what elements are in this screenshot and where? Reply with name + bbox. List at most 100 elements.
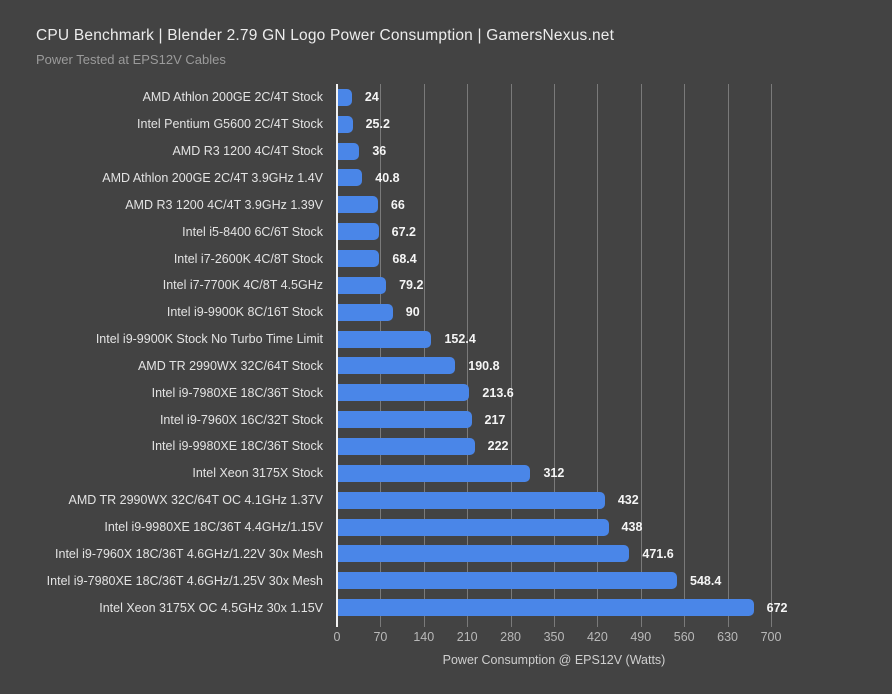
bar-row: Intel i9-9980XE 18C/36T Stock 222 (0, 433, 892, 460)
tick-mark (640, 621, 642, 627)
tick-label: 70 (373, 630, 388, 644)
value-label: 67.2 (391, 224, 416, 239)
gridline (467, 84, 469, 621)
category-label: Intel i7-2600K 4C/8T Stock (173, 251, 323, 266)
tick-mark (597, 621, 599, 627)
gridline (510, 84, 512, 621)
bar-row: Intel Xeon 3175X OC 4.5GHz 30x 1.15V 672 (0, 594, 892, 621)
tick-label: 140 (413, 630, 435, 644)
value-label: 432 (617, 493, 639, 508)
tick-mark (510, 621, 512, 627)
tick-label: 700 (760, 630, 782, 644)
value-label: 222 (487, 439, 509, 454)
category-label: AMD R3 1200 4C/4T Stock (172, 144, 323, 159)
category-label: Intel i9-7960X 16C/32T Stock (159, 412, 323, 427)
value-label: 66 (390, 197, 405, 212)
bar-row: Intel Pentium G5600 2C/4T Stock 25.2 (0, 111, 892, 138)
bar-row: AMD Athlon 200GE 2C/4T 3.9GHz 1.4V 40.8 (0, 165, 892, 192)
value-label: 471.6 (642, 546, 674, 561)
bar (337, 250, 380, 268)
bar (337, 169, 363, 187)
tick-label: 280 (500, 630, 522, 644)
bar-row: Intel i9-9900K 8C/16T Stock 90 (0, 299, 892, 326)
bar (337, 491, 605, 509)
zero-axis-line (336, 84, 338, 621)
value-label: 190.8 (468, 358, 500, 373)
bar-row: Intel i9-7980XE 18C/36T 4.6GHz/1.25V 30x… (0, 567, 892, 594)
gridline (640, 84, 642, 621)
tick-mark (423, 621, 425, 627)
category-label: Intel i9-7980XE 18C/36T 4.6GHz/1.25V 30x… (46, 573, 323, 588)
bar (337, 142, 360, 160)
value-label: 90 (405, 305, 420, 320)
bar (337, 223, 379, 241)
bar-row: Intel i9-7960X 16C/32T Stock 217 (0, 406, 892, 433)
tick-label: 0 (333, 630, 341, 644)
tick-mark (380, 621, 382, 627)
bar (337, 464, 531, 482)
value-label: 548.4 (690, 573, 722, 588)
category-label: Intel Pentium G5600 2C/4T Stock (137, 117, 323, 132)
value-label: 152.4 (444, 332, 476, 347)
bar (337, 437, 475, 455)
gridline (771, 84, 772, 621)
bar (337, 572, 677, 590)
bar (337, 115, 353, 133)
chart-title: CPU Benchmark | Blender 2.79 GN Logo Pow… (36, 27, 615, 44)
tick-mark (467, 621, 469, 627)
bar-row: Intel i7-7700K 4C/8T 4.5GHz 79.2 (0, 272, 892, 299)
bar (337, 276, 387, 294)
value-label: 438 (621, 520, 643, 535)
bar-row: Intel i5-8400 6C/6T Stock 67.2 (0, 218, 892, 245)
tick-label: 490 (630, 630, 652, 644)
category-label: AMD Athlon 200GE 2C/4T 3.9GHz 1.4V (102, 170, 323, 185)
gridline (423, 84, 425, 621)
tick-mark (771, 621, 772, 627)
tick-mark (554, 621, 555, 627)
value-label: 213.6 (482, 385, 514, 400)
category-label: Intel i7-7700K 4C/8T 4.5GHz (162, 278, 323, 293)
bar-row: Intel i7-2600K 4C/8T Stock 68.4 (0, 245, 892, 272)
value-label: 672 (766, 600, 788, 615)
bar-row: AMD R3 1200 4C/4T Stock 36 (0, 138, 892, 165)
tick-label: 210 (456, 630, 478, 644)
value-label: 36 (372, 144, 387, 159)
bar-row: Intel i9-7960X 18C/36T 4.6GHz/1.22V 30x … (0, 540, 892, 567)
bar (337, 196, 378, 214)
category-label: AMD Athlon 200GE 2C/4T Stock (142, 90, 323, 105)
bar-row: Intel i9-9900K Stock No Turbo Time Limit… (0, 326, 892, 353)
x-axis-title: Power Consumption @ EPS12V (Watts) (442, 653, 666, 667)
category-label: Intel i9-7960X 18C/36T 4.6GHz/1.22V 30x … (55, 546, 323, 561)
gridline (554, 84, 555, 621)
value-label: 79.2 (399, 278, 424, 293)
tick-mark (684, 621, 686, 627)
gridline (727, 84, 729, 621)
category-label: Intel Xeon 3175X OC 4.5GHz 30x 1.15V (99, 600, 323, 615)
category-label: Intel i5-8400 6C/6T Stock (182, 224, 323, 239)
category-label: Intel i9-9980XE 18C/36T 4.4GHz/1.15V (104, 520, 323, 535)
tick-label: 630 (717, 630, 739, 644)
tick-mark (727, 621, 729, 627)
bar (337, 330, 432, 348)
tick-mark (336, 621, 338, 627)
bar (337, 357, 456, 375)
category-label: Intel i9-9900K Stock No Turbo Time Limit (95, 332, 323, 347)
category-label: AMD TR 2990WX 32C/64T OC 4.1GHz 1.37V (68, 493, 323, 508)
tick-label: 420 (586, 630, 608, 644)
gridline (380, 84, 382, 621)
category-label: Intel Xeon 3175X Stock (192, 466, 323, 481)
value-label: 68.4 (392, 251, 417, 266)
gridline (684, 84, 686, 621)
value-label: 24 (364, 90, 379, 105)
value-label: 25.2 (365, 117, 390, 132)
bar (337, 303, 393, 321)
tick-label: 560 (673, 630, 695, 644)
bar-row: AMD TR 2990WX 32C/64T OC 4.1GHz 1.37V 432 (0, 487, 892, 514)
bar (337, 599, 754, 617)
bar-row: Intel i9-9980XE 18C/36T 4.4GHz/1.15V 438 (0, 514, 892, 541)
category-label: AMD R3 1200 4C/4T 3.9GHz 1.39V (125, 197, 323, 212)
value-label: 312 (543, 466, 565, 481)
bar-row: AMD TR 2990WX 32C/64T Stock 190.8 (0, 353, 892, 380)
category-label: Intel i9-9900K 8C/16T Stock (166, 305, 323, 320)
